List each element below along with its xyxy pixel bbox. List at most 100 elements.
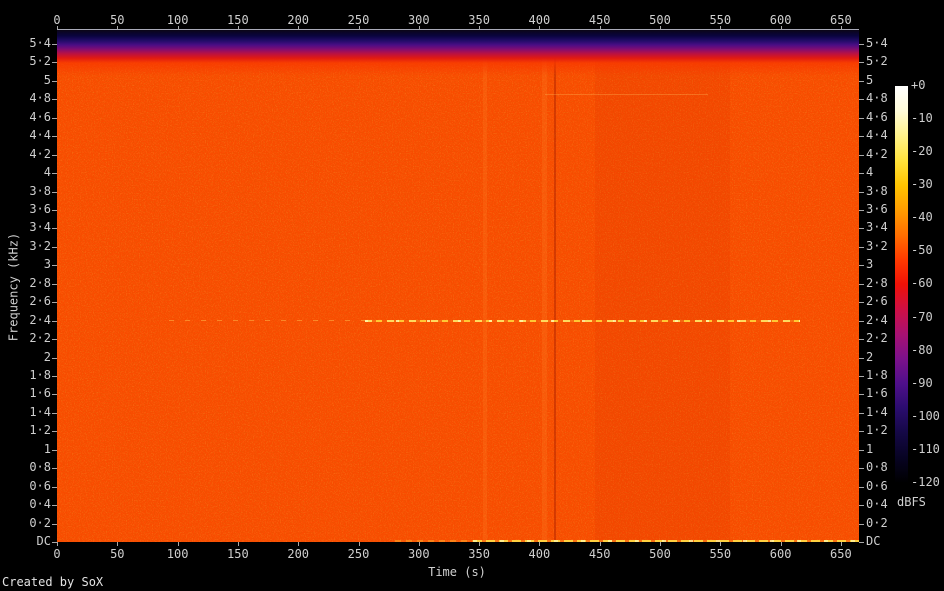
y-tick-mark-left [52, 117, 57, 119]
y-tick-mark-right [859, 99, 864, 101]
y-tick-label-left: 1·2 [29, 423, 51, 438]
y-tick-label-left: 2·8 [29, 275, 51, 290]
vertical-streak [483, 30, 487, 542]
y-tick-label-left: 3·8 [29, 183, 51, 198]
y-tick-mark-right [859, 62, 864, 64]
y-tick-mark-right [859, 283, 864, 285]
y-tick-mark-right [859, 209, 864, 211]
y-tick-mark-left [52, 468, 57, 470]
x-tick-mark-top [298, 26, 300, 30]
y-tick-label-left: 4 [43, 165, 51, 180]
y-tick-mark-right [859, 191, 864, 193]
x-tick-label-top: 150 [227, 13, 249, 27]
y-tick-mark-left [52, 80, 57, 82]
x-tick-label-bottom: 500 [649, 547, 671, 561]
y-tick-label-right: 2·8 [866, 275, 888, 290]
y-tick-label-left: 4·4 [29, 128, 51, 143]
colorbar-tick-label: -50 [911, 243, 933, 258]
x-tick-label-bottom: 650 [830, 547, 852, 561]
y-tick-label-left: 3·6 [29, 201, 51, 216]
y-tick-label-left: 3·4 [29, 220, 51, 235]
colorbar-tick-label: -120 [911, 474, 940, 489]
y-tick-label-right: 2·4 [866, 312, 888, 327]
x-tick-mark-bottom [479, 542, 481, 546]
y-tick-label-left: 1·6 [29, 386, 51, 401]
x-tick-label-top: 0 [53, 13, 61, 27]
y-tick-label-left: 0·2 [29, 515, 51, 530]
x-tick-mark-top [358, 26, 360, 30]
x-tick-mark-top [57, 26, 58, 30]
x-tick-label-bottom: 450 [588, 547, 611, 561]
tone-line-2.4khz [364, 319, 800, 322]
x-tick-mark-bottom [177, 542, 179, 546]
y-tick-mark-right [859, 80, 864, 82]
x-tick-mark-top [599, 26, 601, 30]
y-tick-mark-right [859, 412, 864, 414]
spectrogram-plot [57, 30, 859, 542]
x-tick-label-top: 50 [110, 13, 125, 27]
y-tick-label-right: 4·6 [866, 109, 888, 124]
y-tick-mark-right [859, 173, 864, 175]
y-tick-label-left: 2·6 [29, 294, 51, 309]
y-tick-label-right: 5·2 [866, 54, 888, 69]
y-tick-mark-right [859, 246, 864, 248]
x-tick-label-top: 550 [709, 13, 732, 27]
y-tick-mark-right [859, 302, 864, 304]
y-tick-label-right: 0·4 [866, 497, 888, 512]
colorbar-tick-label: -70 [911, 309, 933, 324]
x-tick-label-bottom: 150 [227, 547, 249, 561]
y-tick-mark-right [859, 154, 864, 156]
y-tick-label-left: 1·8 [29, 367, 51, 382]
y-tick-mark-left [52, 302, 57, 304]
x-tick-mark-bottom [539, 542, 541, 546]
y-tick-mark-right [859, 505, 864, 507]
y-tick-mark-left [52, 265, 57, 267]
y-tick-mark-left [52, 44, 57, 45]
x-tick-label-top: 450 [588, 13, 611, 27]
tone-line-4.85khz [545, 93, 709, 95]
colorbar-tick-label: -80 [911, 342, 933, 357]
y-tick-mark-right [859, 541, 864, 543]
plot-top-border [57, 29, 859, 30]
y-tick-mark-left [52, 283, 57, 285]
y-tick-label-left: 4·6 [29, 109, 51, 124]
x-tick-mark-top [840, 26, 842, 30]
y-tick-mark-right [859, 117, 864, 119]
colorbar-tick-label: -60 [911, 276, 933, 291]
x-tick-label-bottom: 250 [347, 547, 370, 561]
y-tick-label-right: 3·2 [866, 238, 888, 253]
noise-texture [57, 30, 859, 542]
x-tick-mark-bottom [57, 542, 58, 546]
tone-line-0.01khz [394, 540, 474, 542]
y-tick-mark-left [52, 228, 57, 230]
x-tick-mark-bottom [117, 542, 119, 546]
x-tick-mark-top [117, 26, 119, 30]
y-tick-label-right: 2 [866, 349, 874, 364]
y-tick-label-right: 1·4 [866, 404, 888, 419]
y-tick-label-left: 4·8 [29, 91, 51, 106]
colorbar-tick-label: -40 [911, 210, 933, 225]
colorbar-tick-label: -30 [911, 177, 933, 192]
y-tick-label-right: 4·4 [866, 128, 888, 143]
y-tick-label-right: 5·4 [866, 36, 888, 50]
y-tick-label-right: 0·8 [866, 460, 888, 475]
x-tick-label-top: 300 [407, 13, 430, 27]
tone-line-0.01khz [473, 540, 859, 542]
y-tick-label-left: 2·4 [29, 312, 51, 327]
y-axis-title: Frequency (kHz) [6, 232, 21, 342]
y-tick-mark-right [859, 431, 864, 433]
y-tick-label-left: DC [36, 533, 51, 548]
x-tick-mark-top [418, 26, 420, 30]
y-tick-mark-left [52, 246, 57, 248]
x-tick-mark-bottom [660, 542, 661, 546]
y-tick-label-right: 3·4 [866, 220, 888, 235]
x-tick-label-top: 600 [769, 13, 792, 27]
x-tick-mark-top [720, 26, 722, 30]
x-tick-label-top: 350 [468, 13, 490, 27]
high-frequency-rolloff-band [57, 30, 859, 76]
y-tick-mark-left [52, 357, 57, 359]
y-tick-label-right: 1 [866, 441, 874, 456]
vertical-streak [553, 30, 557, 542]
y-tick-mark-right [859, 375, 864, 377]
x-axis-title: Time (s) [428, 565, 486, 579]
